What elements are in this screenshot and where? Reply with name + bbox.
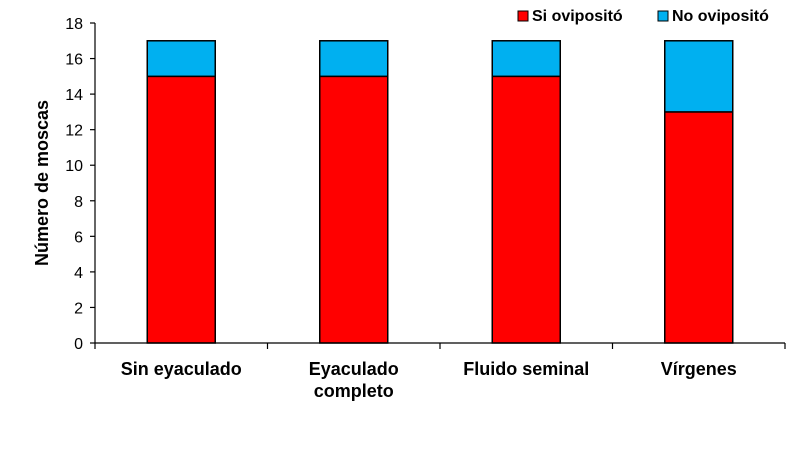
legend-label-si-oviposito: Si ovipositó [532, 8, 623, 25]
x-category-label: Vírgenes [661, 359, 737, 379]
y-tick-label: 8 [74, 194, 83, 211]
x-category-label: Fluido seminal [463, 359, 589, 379]
legend-label-no-oviposito: No ovipositó [672, 8, 769, 25]
y-tick-label: 10 [65, 158, 83, 175]
legend-swatch-no-oviposito [657, 10, 669, 22]
y-ticks-group: 0 2 4 6 8 10 12 14 16 18 [65, 16, 95, 353]
y-tick-label: 12 [65, 123, 83, 140]
y-tick-label: 14 [65, 87, 83, 104]
legend-swatch-si-oviposito [517, 10, 529, 22]
x-category-labels: Sin eyaculado Eyaculado completo Fluido sem… [121, 359, 737, 401]
bar-no-oviposito-1 [146, 40, 216, 78]
axes-group [94, 23, 786, 349]
x-category-label: Sin eyaculado [121, 359, 242, 379]
bar-si-oviposito-3 [491, 75, 561, 344]
bar-no-oviposito-3 [491, 40, 561, 78]
y-tick-label: 18 [65, 16, 83, 33]
y-tick-label: 0 [74, 336, 83, 353]
bar-si-oviposito-1 [146, 75, 216, 344]
y-axis-title: Número de moscas [32, 100, 52, 266]
y-tick-label: 6 [74, 229, 83, 246]
bars-group [146, 40, 734, 344]
bar-no-oviposito-2 [319, 40, 389, 78]
bar-si-oviposito-2 [319, 75, 389, 344]
y-tick-label: 4 [74, 265, 83, 282]
x-category-label: Eyaculado completo [309, 359, 399, 401]
legend: Si ovipositó No ovipositó [517, 8, 769, 25]
bar-no-oviposito-4 [664, 40, 734, 113]
y-tick-label: 16 [65, 52, 83, 69]
bar-si-oviposito-4 [664, 111, 734, 344]
y-tick-label: 2 [74, 300, 83, 317]
